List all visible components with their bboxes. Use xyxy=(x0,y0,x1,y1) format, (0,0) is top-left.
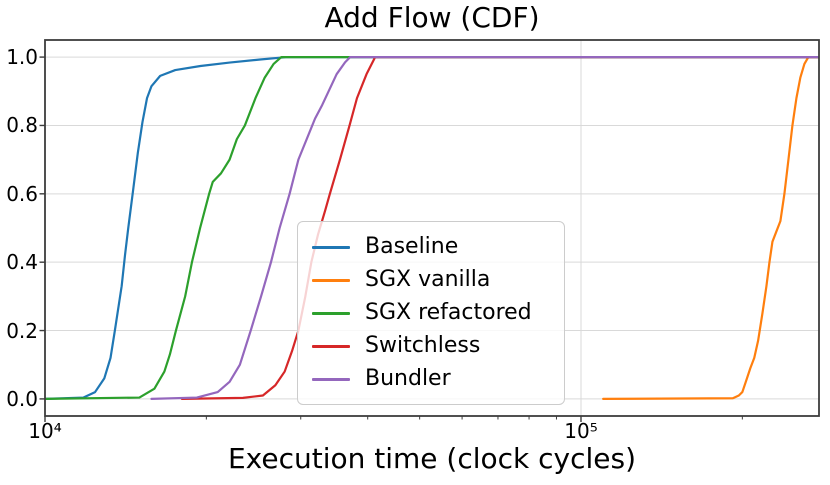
y-tick-label: 0.2 xyxy=(6,318,38,343)
legend-item: Baseline xyxy=(298,232,564,262)
y-tick-label: 1.0 xyxy=(6,45,38,70)
legend-item: SGX vanilla xyxy=(298,265,564,295)
legend: Baseline SGX vanilla SGX refactored Swit… xyxy=(297,221,565,405)
legend-line-swatch-baseline xyxy=(312,245,350,249)
series-line-bundler xyxy=(150,55,819,401)
legend-line-swatch-sgx-vanilla xyxy=(312,278,350,282)
legend-item-label: Bundler xyxy=(365,366,451,391)
legend-line-swatch-sgx-refactored xyxy=(312,311,350,315)
legend-item-label: SGX vanilla xyxy=(365,267,491,292)
legend-item: Switchless xyxy=(298,331,564,361)
axes-spines xyxy=(44,39,820,417)
legend-item-label: SGX refactored xyxy=(365,300,532,325)
series-line-sgx-refactored xyxy=(45,55,819,401)
x-tick-label: 10⁴ xyxy=(28,419,62,443)
series-line-sgx-vanilla xyxy=(602,55,819,401)
x-axis-label: Execution time (clock cycles) xyxy=(227,442,637,475)
x-tick-label: 10⁵ xyxy=(564,419,598,443)
legend-item-label: Switchless xyxy=(365,333,481,358)
y-tick-label: 0.8 xyxy=(6,113,38,138)
legend-line-swatch-switchless xyxy=(312,344,350,348)
y-tick-label: 0.6 xyxy=(6,181,38,206)
y-tick-label: 0.0 xyxy=(6,386,38,411)
chart-title: Add Flow (CDF) xyxy=(324,1,540,34)
legend-item: SGX refactored xyxy=(298,298,564,328)
y-tick-label: 0.4 xyxy=(6,250,38,275)
legend-item-label: Baseline xyxy=(365,234,459,259)
legend-line-swatch-bundler xyxy=(312,377,350,381)
legend-item: Bundler xyxy=(298,364,564,394)
series-line-baseline xyxy=(45,55,819,401)
